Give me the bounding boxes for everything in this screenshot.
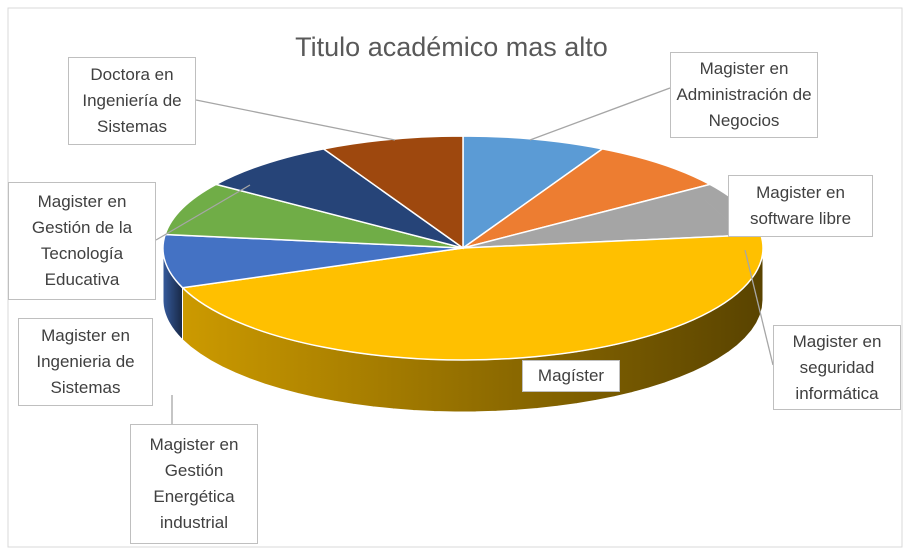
- slice: [164, 183, 464, 249]
- leader-line: [155, 184, 251, 241]
- slice: [462, 135, 605, 250]
- chart-title: Titulo académico mas alto: [295, 32, 608, 62]
- slice: [214, 148, 464, 249]
- leader-line: [195, 99, 396, 141]
- data-label: Magister en Gestión de la Tecnología Edu…: [8, 182, 156, 300]
- slice: [180, 233, 764, 361]
- data-label: Magister en seguridad informática: [773, 325, 901, 410]
- data-label: Magister en software libre: [728, 175, 873, 237]
- slice: [462, 148, 712, 249]
- data-label: Magíster: [522, 360, 620, 392]
- slice: [162, 233, 464, 289]
- data-label: Magister en Administración de Negocios: [670, 52, 818, 138]
- leader-line: [529, 87, 671, 141]
- data-label: Doctora en Ingeniería de Sistemas: [68, 57, 196, 145]
- data-label: Magister en Gestión Energética industria…: [130, 424, 258, 544]
- leader-line: [744, 249, 774, 366]
- data-label: Magister en Ingenieria de Sistemas: [18, 318, 153, 406]
